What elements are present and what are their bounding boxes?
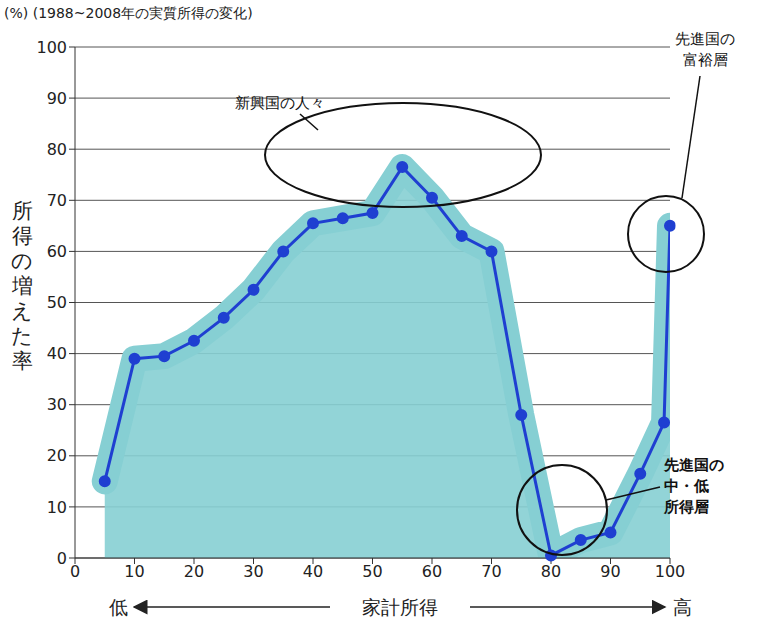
svg-text:家計所得: 家計所得 [362, 596, 438, 618]
svg-text:20: 20 [184, 562, 204, 581]
svg-text:0: 0 [57, 549, 67, 568]
svg-text:先進国の中・低所得層: 先進国の中・低所得層 [663, 456, 724, 516]
svg-text:80: 80 [541, 562, 561, 581]
svg-text:40: 40 [303, 562, 323, 581]
svg-text:60: 60 [422, 562, 442, 581]
svg-text:50: 50 [47, 293, 67, 312]
svg-text:30: 30 [47, 395, 67, 414]
svg-text:80: 80 [47, 140, 67, 159]
svg-text:70: 70 [481, 562, 501, 581]
svg-text:先進国の富裕層: 先進国の富裕層 [675, 30, 735, 69]
svg-text:20: 20 [47, 446, 67, 465]
svg-text:0: 0 [70, 562, 80, 581]
svg-text:100: 100 [655, 562, 686, 581]
svg-text:(%) (1988~2008年の実質所得の変化): (%) (1988~2008年の実質所得の変化) [4, 5, 253, 21]
svg-text:30: 30 [243, 562, 263, 581]
svg-text:10: 10 [47, 498, 67, 517]
svg-text:90: 90 [47, 89, 67, 108]
svg-text:低: 低 [109, 596, 128, 618]
svg-text:10: 10 [124, 562, 144, 581]
svg-text:60: 60 [47, 242, 67, 261]
svg-text:所得の増えた率: 所得の増えた率 [11, 199, 34, 373]
svg-text:高: 高 [673, 596, 692, 618]
svg-text:50: 50 [362, 562, 382, 581]
svg-text:70: 70 [47, 191, 67, 210]
svg-text:40: 40 [47, 344, 67, 363]
svg-text:新興国の人々: 新興国の人々 [235, 94, 325, 112]
svg-text:100: 100 [36, 38, 67, 57]
svg-text:90: 90 [600, 562, 620, 581]
